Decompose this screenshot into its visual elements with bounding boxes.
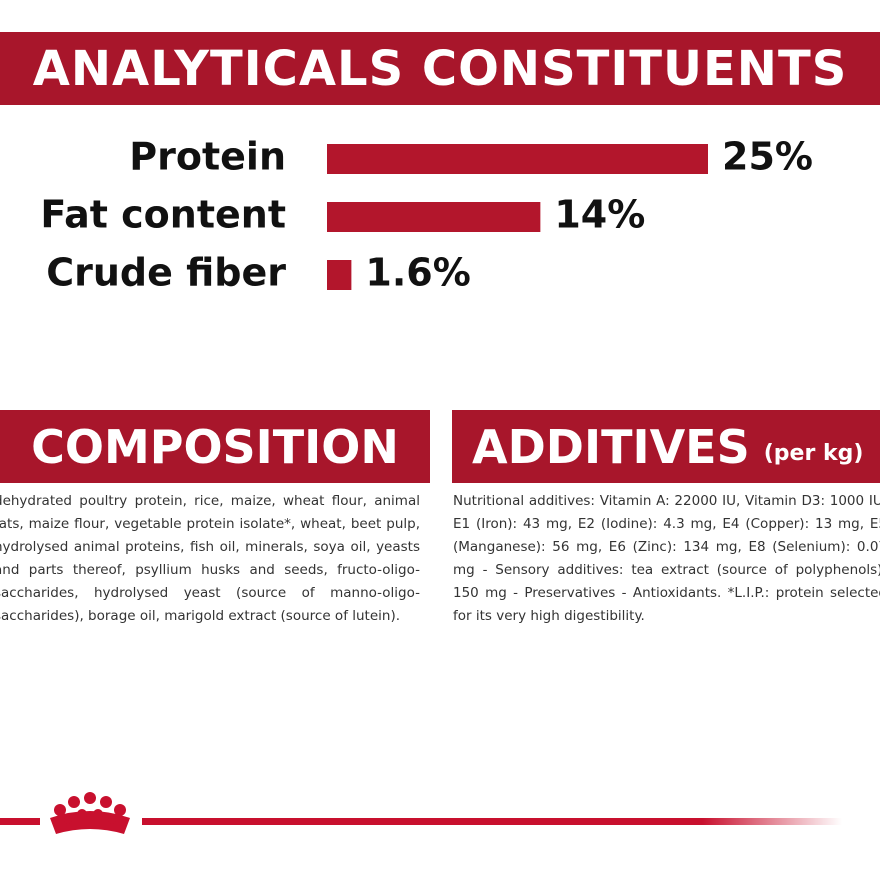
- footer-line: [142, 818, 842, 825]
- category-label: Protein: [129, 135, 286, 179]
- category-label: Crude fiber: [46, 251, 286, 295]
- section-header: ADDITIVES (per kg): [452, 410, 880, 483]
- section-header: COMPOSITION: [0, 410, 430, 483]
- bar: [327, 144, 708, 174]
- chart-title: ANALYTICALS CONSTITUENTS: [0, 32, 880, 105]
- section-title: COMPOSITION: [31, 419, 399, 474]
- footer-line: [0, 818, 40, 825]
- section-title: ADDITIVES: [472, 419, 750, 474]
- footer-logo: [0, 792, 842, 834]
- crown-icon: [50, 792, 130, 834]
- bar: [327, 202, 541, 232]
- value-label: 25%: [722, 135, 813, 179]
- additives-text: Nutritional additives: Vitamin A: 22000 …: [453, 493, 880, 624]
- value-label: 14%: [554, 193, 645, 237]
- value-label: 1.6%: [365, 251, 470, 295]
- composition-text: dehydrated poultry protein, rice, maize,…: [0, 493, 420, 624]
- section-subtitle: (per kg): [763, 441, 864, 466]
- bar: [327, 260, 352, 290]
- category-label: Fat content: [40, 193, 286, 237]
- chart: Protein 25% Fat content 14% Crude fiber 1.6%: [40, 135, 813, 295]
